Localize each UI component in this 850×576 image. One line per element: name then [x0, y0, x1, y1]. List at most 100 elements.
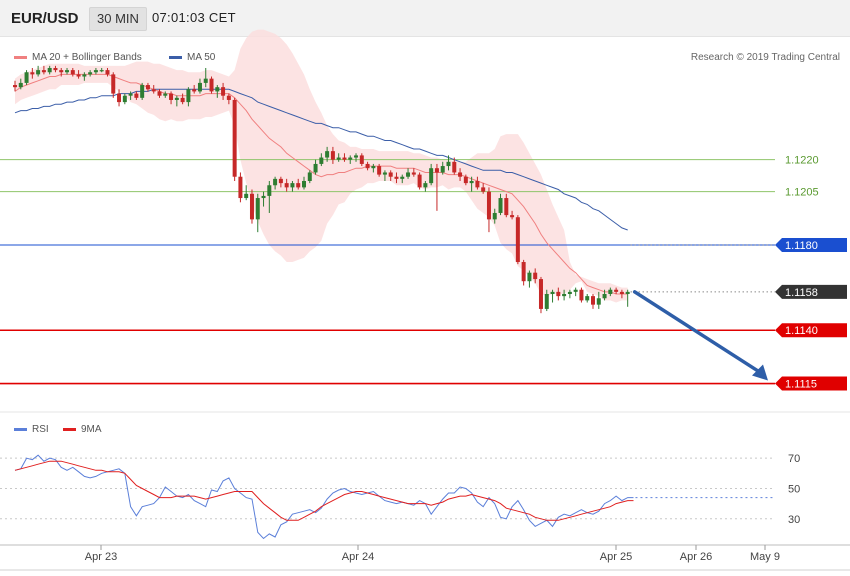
level-tag-3	[775, 323, 847, 338]
candle-body-94	[556, 291, 561, 297]
rsi-line	[14, 454, 634, 540]
candle-body-7	[53, 67, 58, 71]
candle-body-60	[359, 155, 364, 164]
candle-body-101	[596, 298, 601, 305]
candle-body-59	[354, 155, 359, 158]
candle-body-18	[117, 93, 122, 103]
legend-ma50-label: MA 50	[187, 52, 216, 63]
candle-body-15	[99, 70, 104, 72]
legend-ma50: MA 50	[169, 52, 215, 63]
candle-body-102	[602, 293, 607, 299]
level-tag-2	[775, 237, 847, 252]
timeframe-badge[interactable]: 30 MIN	[89, 7, 147, 31]
x-tick-label-2: Apr 25	[600, 551, 632, 563]
candle-body-92	[544, 293, 549, 309]
candle-body-31	[192, 89, 197, 92]
rsi-9ma-line	[14, 460, 634, 521]
candle-body-99	[585, 296, 590, 301]
candle-body-37	[226, 95, 231, 100]
candle-body-50	[302, 180, 306, 188]
candle-body-98	[579, 289, 584, 301]
rsi-swatch	[14, 427, 27, 431]
ma50-swatch	[169, 55, 182, 59]
candle-body-12	[82, 74, 87, 77]
candle-body-45	[273, 178, 278, 186]
candle-body-14	[93, 70, 98, 73]
candle-body-43	[261, 195, 266, 199]
candle-body-100	[591, 296, 595, 305]
candle-body-106	[625, 291, 630, 294]
x-tick-label-4: May 9	[750, 551, 780, 563]
candle-body-87	[515, 217, 520, 263]
candle-body-40	[244, 193, 249, 199]
candle-body-83	[492, 212, 497, 220]
x-tick-label-1: Apr 24	[342, 551, 374, 563]
candle-body-75	[446, 161, 451, 167]
candle-body-26	[163, 93, 168, 96]
legend-rsi: RSI	[14, 424, 49, 435]
candle-body-61	[365, 163, 370, 169]
candle-body-97	[573, 289, 578, 292]
candle-body-81	[481, 187, 486, 192]
level-label-2: 1.1180	[785, 240, 818, 252]
candle-body-70	[417, 174, 422, 188]
candle-body-71	[423, 183, 428, 188]
forecast-arrow-shaft	[632, 290, 764, 376]
candle-body-22	[140, 85, 145, 98]
level-label-1: 1.1205	[785, 187, 819, 199]
candle-body-80	[475, 180, 480, 188]
legend-9ma: 9MA	[63, 424, 102, 435]
candle-body-4	[36, 70, 41, 75]
legend-9ma-label: 9MA	[81, 424, 102, 435]
candle-body-36	[221, 87, 226, 96]
candle-body-9	[65, 70, 70, 73]
candle-body-48	[290, 183, 295, 188]
legend-ma20-label: MA 20 + Bollinger Bands	[32, 52, 142, 63]
candle-body-55	[330, 151, 335, 160]
candle-body-51	[307, 172, 312, 181]
candle-body-23	[145, 85, 150, 90]
rsi-tick-label-1: 50	[788, 483, 800, 495]
legend-ma20: MA 20 + Bollinger Bands	[14, 52, 142, 63]
candle-body-1	[18, 82, 23, 88]
candle-body-47	[284, 183, 289, 188]
candle-body-38	[232, 99, 237, 177]
copyright-label: Research © 2019 Trading Central	[690, 52, 840, 63]
candle-body-65	[388, 172, 393, 177]
candle-body-20	[128, 93, 133, 96]
candle-body-44	[267, 185, 272, 196]
candle-body-56	[336, 157, 341, 160]
current-price-tag	[775, 284, 847, 299]
candle-body-6	[47, 67, 52, 73]
candle-body-11	[76, 74, 81, 77]
candle-body-73	[434, 168, 439, 173]
candle-body-84	[498, 198, 503, 213]
candle-body-90	[533, 272, 538, 280]
candle-body-46	[278, 178, 283, 184]
level-label-4: 1.1115	[785, 379, 817, 391]
candle-body-77	[458, 172, 463, 177]
candle-body-34	[209, 78, 214, 92]
candle-body-64	[382, 172, 387, 175]
candle-body-67	[400, 176, 405, 179]
candle-body-25	[157, 91, 162, 96]
x-tick-label-0: Apr 23	[85, 551, 117, 563]
candle-body-93	[550, 291, 555, 294]
ma20-line	[14, 73, 628, 295]
candle-body-32	[197, 82, 202, 92]
candle-body-62	[371, 166, 376, 169]
candle-body-2	[24, 72, 29, 83]
candle-body-105	[619, 291, 624, 294]
candle-body-103	[608, 289, 613, 294]
candle-body-35	[215, 87, 220, 92]
candle-body-41	[249, 193, 254, 220]
candle-body-104	[614, 289, 619, 292]
candle-body-69	[411, 172, 416, 175]
timestamp-label: 07:01:03 CET	[152, 10, 236, 25]
candle-body-28	[174, 97, 179, 100]
candle-body-17	[111, 74, 116, 94]
candle-body-42	[255, 198, 260, 220]
candle-body-53	[319, 157, 324, 164]
candle-body-78	[463, 176, 468, 184]
